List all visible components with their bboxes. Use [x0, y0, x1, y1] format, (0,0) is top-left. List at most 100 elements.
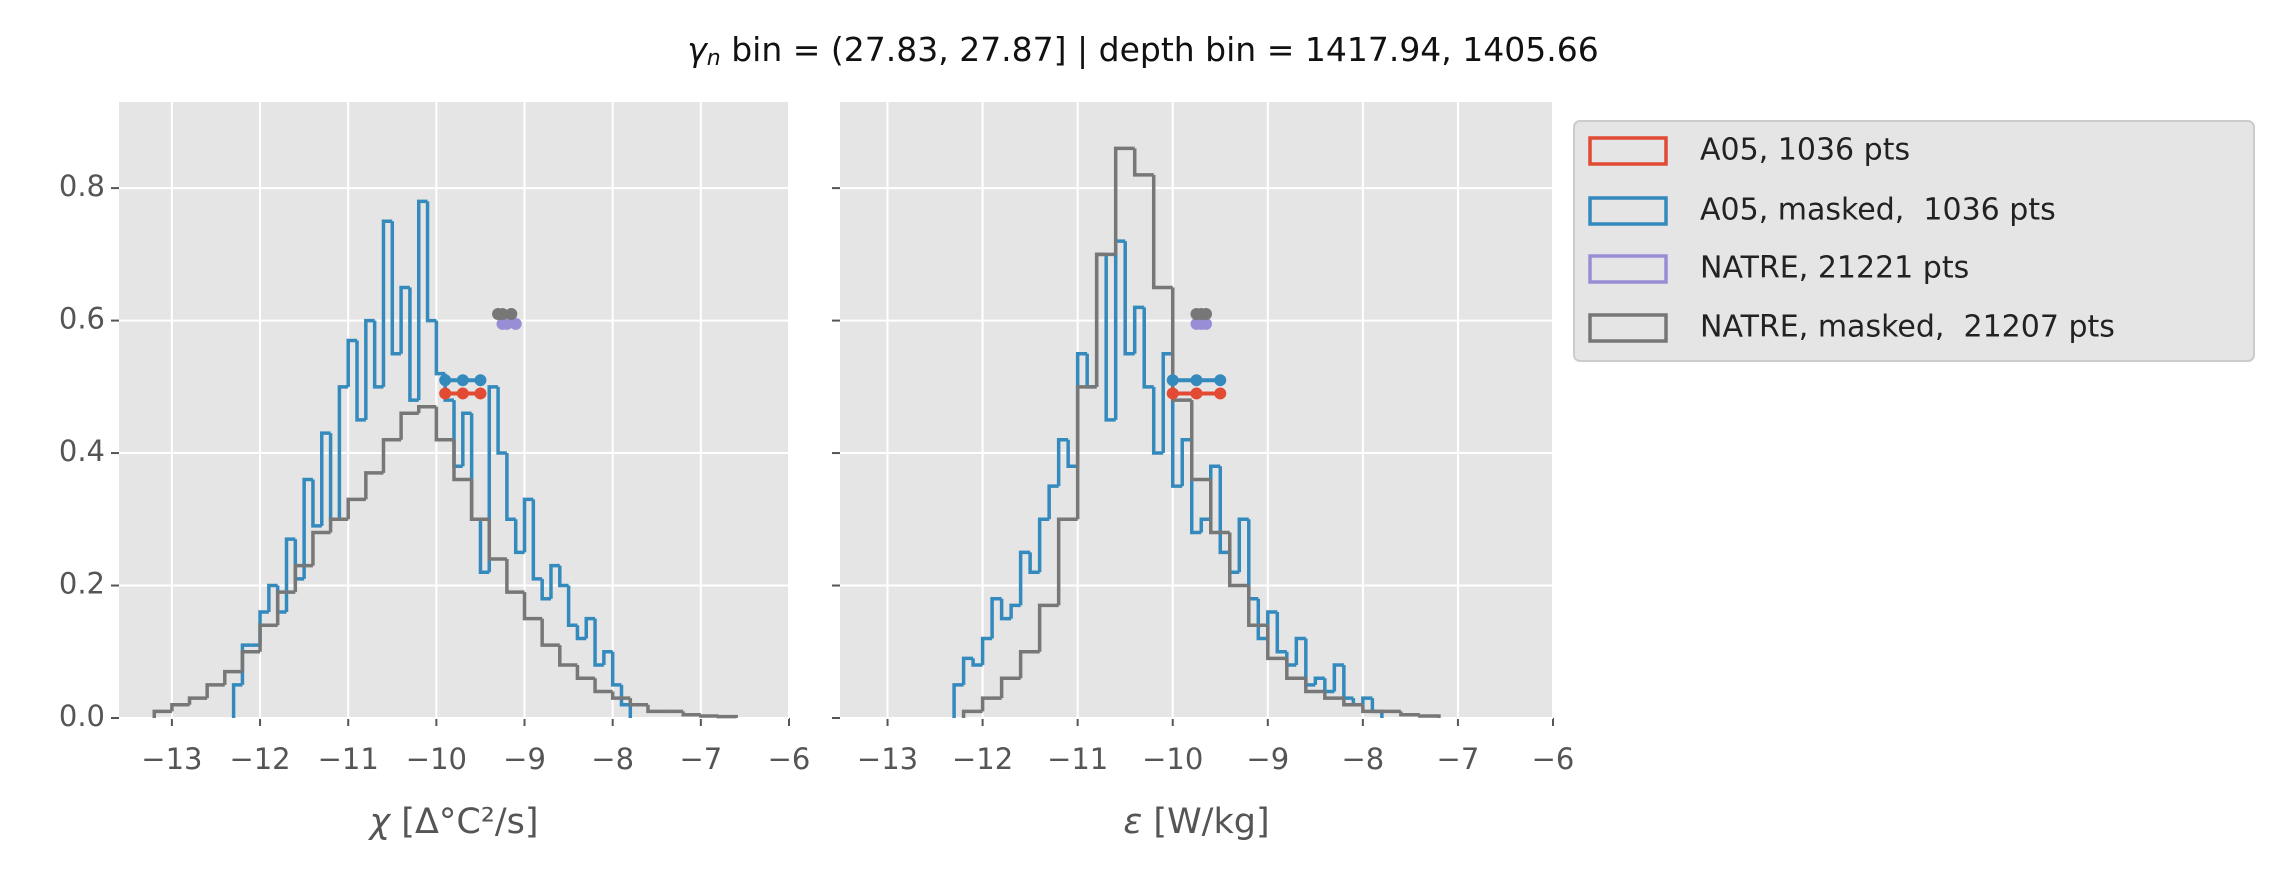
histogram-step [478, 519, 490, 575]
y-tick-label: 0.8 [59, 169, 105, 203]
histogram-step [275, 590, 296, 626]
x-tick-label: −11 [1047, 742, 1108, 776]
histogram-step [513, 519, 525, 555]
histogram-step [1047, 484, 1059, 520]
marker-point [456, 374, 469, 387]
marker-point [1200, 317, 1213, 330]
histogram-step [1075, 385, 1097, 520]
histogram-step [1170, 287, 1192, 402]
histogram-step [1037, 603, 1059, 652]
legend-label: A05, masked, 1036 pts [1700, 193, 2056, 228]
histogram-step [170, 703, 190, 712]
histogram-step [961, 656, 974, 685]
histogram-step [487, 385, 499, 573]
x-tick-label: −12 [229, 742, 290, 776]
histogram-step [628, 698, 648, 707]
histogram-step [311, 530, 331, 566]
histogram-step [1399, 711, 1420, 717]
marker-point [456, 387, 469, 400]
histogram-step [1009, 603, 1021, 619]
histogram-step [1294, 636, 1306, 666]
histogram-step [1237, 517, 1249, 573]
marker-point [1200, 307, 1213, 320]
x-tick-label: −8 [1341, 742, 1384, 776]
histogram-step [487, 519, 507, 561]
histogram-step [469, 479, 490, 522]
x-axis-label: χ [Δ°C²/s] [367, 802, 538, 842]
legend-label: NATRE, 21221 pts [1700, 251, 1969, 286]
histogram-step [505, 453, 516, 522]
histogram-step [1190, 400, 1211, 482]
legend-label: A05, 1036 pts [1700, 133, 1910, 168]
histogram-step [496, 386, 507, 455]
marker-point [474, 387, 487, 400]
legend-box [1573, 120, 2255, 362]
histogram-step [531, 499, 543, 581]
histogram-step [540, 578, 551, 601]
histogram-step [284, 537, 296, 613]
title-symbol: γ [687, 30, 708, 69]
histogram-step [699, 714, 719, 718]
histogram-step [152, 709, 172, 718]
plot-background [840, 102, 1553, 718]
histogram-step [999, 598, 1012, 621]
marker-point [439, 387, 452, 400]
x-tick-label: −10 [406, 742, 467, 776]
x-tick-label: −6 [768, 742, 811, 776]
histogram-step [223, 669, 243, 685]
title-text: bin = (27.83, 27.87] | depth bin = 1417.… [721, 30, 1599, 69]
x-tick-label: −7 [679, 742, 722, 776]
histogram-step [461, 411, 472, 467]
histogram-step [1342, 698, 1363, 707]
histogram-step [593, 678, 613, 694]
histogram-step [337, 385, 349, 520]
histogram-step [1142, 307, 1154, 389]
histogram-step [575, 625, 587, 641]
x-axis-label-symbol: ε [1123, 802, 1142, 842]
histogram-step [1018, 650, 1040, 679]
histogram-step [505, 559, 525, 594]
histogram-step [364, 318, 375, 420]
x-tick-label: −6 [1532, 742, 1575, 776]
histogram-step [258, 623, 278, 652]
histogram-step [990, 597, 1002, 639]
histogram-step [1151, 174, 1173, 290]
marker-point [1166, 374, 1179, 387]
histogram-step [1332, 663, 1344, 692]
marker-point [505, 307, 518, 320]
x-axis-label-text: [Δ°C²/s] [390, 802, 538, 842]
marker-point [1166, 387, 1179, 400]
histogram-step [1056, 438, 1069, 487]
histogram-step [1361, 696, 1373, 705]
histogram-step [1132, 148, 1154, 177]
legend-swatch [1588, 196, 1668, 226]
x-axis-label-symbol: χ [367, 802, 391, 842]
histogram-step [593, 618, 604, 667]
histogram-step [416, 199, 428, 401]
y-tick-label: 0.0 [59, 699, 105, 733]
marker-point [500, 317, 513, 330]
histogram-step [716, 714, 738, 719]
histogram-step [1123, 241, 1135, 356]
histogram-step [1113, 146, 1135, 255]
legend-swatch [1588, 254, 1668, 284]
x-tick-label: −10 [1142, 742, 1203, 776]
x-tick-label: −8 [591, 742, 634, 776]
histogram-step [381, 438, 402, 473]
x-tick-label: −11 [318, 742, 379, 776]
histogram-step [434, 320, 446, 376]
histogram-step [549, 563, 560, 599]
histogram-step [320, 431, 331, 526]
histogram-step [584, 616, 596, 639]
x-axis-label: ε [W/kg] [1123, 802, 1269, 842]
marker-point [496, 307, 509, 320]
marker-point [1190, 374, 1203, 387]
histogram-step [1056, 517, 1078, 606]
histogram-step [1256, 598, 1268, 641]
histogram-step [1132, 305, 1145, 354]
histogram-step [240, 650, 261, 672]
y-tick-label: 0.4 [59, 434, 105, 468]
figure-title: γn bin = (27.83, 27.87] | depth bin = 14… [687, 30, 1599, 72]
histogram-step [1199, 517, 1211, 533]
